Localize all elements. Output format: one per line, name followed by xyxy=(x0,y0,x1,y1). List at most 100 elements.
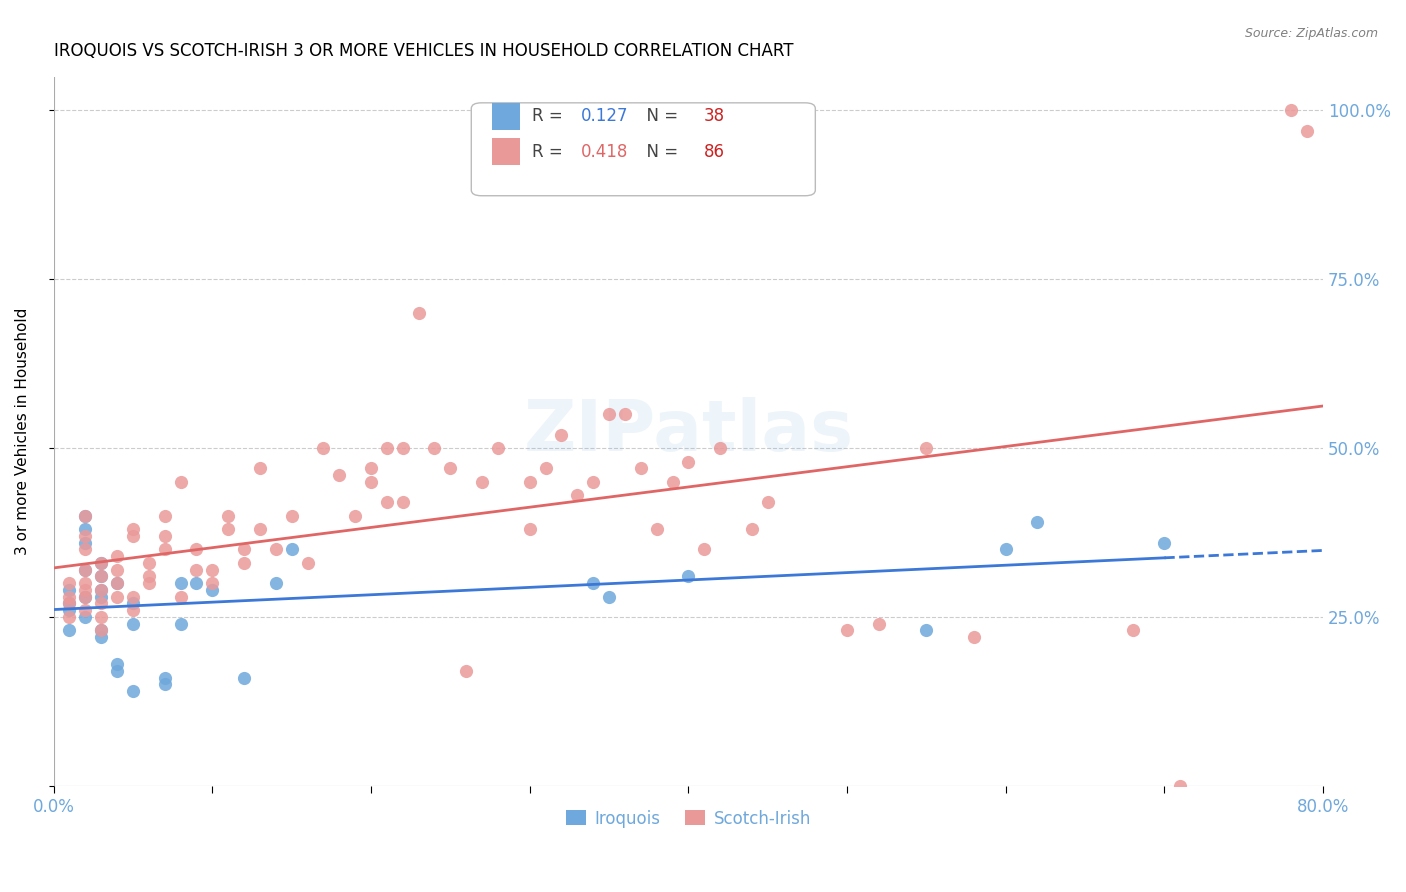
Point xyxy=(1122,624,1144,638)
Text: N =: N = xyxy=(637,143,683,161)
Point xyxy=(456,664,478,678)
Point xyxy=(122,616,145,631)
Point xyxy=(58,610,80,624)
Point xyxy=(915,441,938,455)
Point xyxy=(105,563,128,577)
Point xyxy=(75,529,97,543)
Point xyxy=(153,529,176,543)
Text: 0.127: 0.127 xyxy=(581,107,628,125)
Point xyxy=(598,590,620,604)
Point xyxy=(90,556,112,570)
Point xyxy=(756,495,779,509)
Point xyxy=(994,542,1017,557)
Point xyxy=(868,616,890,631)
Point xyxy=(630,461,652,475)
Point xyxy=(153,508,176,523)
Point xyxy=(58,582,80,597)
Point xyxy=(297,556,319,570)
Point xyxy=(58,590,80,604)
Point xyxy=(75,542,97,557)
Point xyxy=(693,542,716,557)
Point xyxy=(122,603,145,617)
Point xyxy=(915,624,938,638)
Point xyxy=(138,556,160,570)
Point xyxy=(58,596,80,610)
Point xyxy=(423,441,446,455)
Text: R =: R = xyxy=(533,107,568,125)
Y-axis label: 3 or more Vehicles in Household: 3 or more Vehicles in Household xyxy=(15,308,30,555)
Point xyxy=(75,508,97,523)
Legend: Iroquois, Scotch-Irish: Iroquois, Scotch-Irish xyxy=(560,803,817,834)
Text: ZIPatlas: ZIPatlas xyxy=(523,397,853,466)
Text: 38: 38 xyxy=(703,107,724,125)
Point xyxy=(375,441,398,455)
Point xyxy=(1296,123,1319,137)
Point xyxy=(153,677,176,691)
Point xyxy=(360,461,382,475)
Bar xyxy=(492,138,520,165)
Point xyxy=(122,522,145,536)
Point xyxy=(201,563,224,577)
Point xyxy=(138,569,160,583)
Point xyxy=(122,590,145,604)
Point xyxy=(264,576,287,591)
Point xyxy=(613,407,636,421)
Point xyxy=(58,624,80,638)
Point xyxy=(408,306,430,320)
Point xyxy=(1153,535,1175,549)
Point xyxy=(471,475,494,489)
Point xyxy=(678,569,700,583)
Point xyxy=(169,576,191,591)
Point xyxy=(233,671,256,685)
Point xyxy=(90,556,112,570)
Point xyxy=(169,590,191,604)
Point xyxy=(186,563,208,577)
Point xyxy=(233,542,256,557)
Point xyxy=(75,563,97,577)
Point xyxy=(217,522,239,536)
Point xyxy=(90,569,112,583)
Point xyxy=(90,596,112,610)
Point xyxy=(122,684,145,698)
Point xyxy=(105,657,128,672)
Text: Source: ZipAtlas.com: Source: ZipAtlas.com xyxy=(1244,27,1378,40)
Point xyxy=(678,454,700,468)
Bar xyxy=(492,103,520,129)
Point xyxy=(169,616,191,631)
Text: 0.418: 0.418 xyxy=(581,143,628,161)
Point xyxy=(75,535,97,549)
Point xyxy=(75,522,97,536)
Point xyxy=(90,630,112,644)
Point xyxy=(90,582,112,597)
Point xyxy=(75,590,97,604)
Point xyxy=(645,522,668,536)
Point xyxy=(58,596,80,610)
Point xyxy=(105,576,128,591)
Point xyxy=(105,590,128,604)
Point xyxy=(217,508,239,523)
FancyBboxPatch shape xyxy=(471,103,815,195)
Point xyxy=(122,596,145,610)
Point xyxy=(344,508,367,523)
Point xyxy=(75,508,97,523)
Point xyxy=(280,542,302,557)
Point xyxy=(439,461,461,475)
Point xyxy=(375,495,398,509)
Point xyxy=(90,582,112,597)
Point xyxy=(169,475,191,489)
Point xyxy=(1026,516,1049,530)
Point xyxy=(391,441,413,455)
Point xyxy=(75,576,97,591)
Point xyxy=(201,576,224,591)
Point xyxy=(709,441,731,455)
Point xyxy=(90,610,112,624)
Point xyxy=(105,549,128,563)
Point xyxy=(835,624,858,638)
Point xyxy=(75,582,97,597)
Point xyxy=(75,590,97,604)
Point xyxy=(312,441,335,455)
Point xyxy=(264,542,287,557)
Point xyxy=(122,529,145,543)
Point xyxy=(186,576,208,591)
Point xyxy=(550,427,572,442)
